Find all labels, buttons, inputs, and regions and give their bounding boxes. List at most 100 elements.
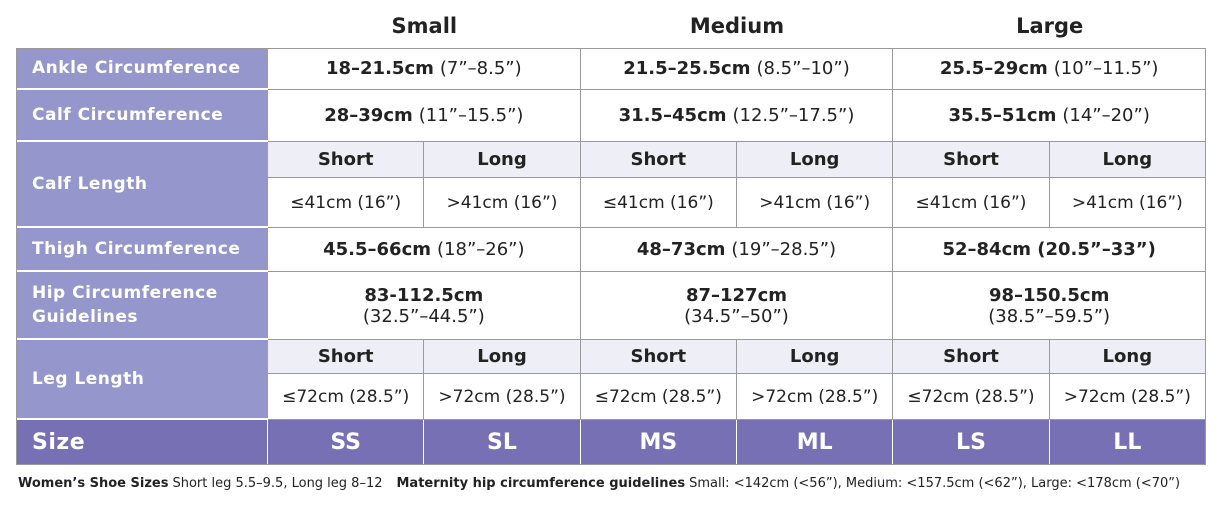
subheader-cell: Short: [268, 142, 425, 178]
value-cell: 83-112.5cm (32.5”–44.5”): [268, 272, 581, 340]
value-normal: (11”–15.5”): [418, 105, 524, 126]
subheader-cell: Short: [580, 142, 737, 178]
value-normal: (12.5”–17.5”): [732, 105, 855, 126]
footer-bold: Women’s Shoe Sizes: [18, 476, 169, 491]
subheader-text: Long: [789, 346, 840, 367]
value-bold: 98–150.5cm: [988, 284, 1110, 306]
value-text: >41cm (16”): [1071, 192, 1183, 213]
value-text: >41cm (16”): [446, 192, 558, 213]
footer-normal: Small: <142cm (<56”), Medium: <157.5cm (…: [689, 476, 1181, 491]
footer-bold: Maternity hip circumference guidelines: [396, 476, 686, 491]
value-cell: ≤41cm (16”): [580, 178, 737, 228]
value-bold: 52–84cm (20.5”–33”): [942, 239, 1156, 260]
value-normal: (8.5”–10”): [756, 58, 850, 79]
value-bold: 28–39cm: [324, 105, 413, 126]
value-text: >72cm (28.5”): [438, 386, 566, 407]
value-normal: (7”–8.5”): [439, 58, 522, 79]
value-cell: >41cm (16”): [737, 178, 894, 228]
value-normal: (10”–11.5”): [1053, 58, 1159, 79]
value-cell: 98–150.5cm (38.5”–59.5”): [893, 272, 1206, 340]
value-cell: ≤72cm (28.5”): [893, 374, 1050, 420]
value-text: >72cm (28.5”): [751, 386, 879, 407]
value-bold: 48–73cm: [636, 239, 726, 260]
size-group-title: Large: [1016, 14, 1084, 38]
value-normal: (19”–28.5”): [731, 239, 837, 260]
size-code: SL: [424, 420, 581, 465]
value-cell: 45.5–66cm (18”–26”): [268, 228, 581, 272]
value-cell: ≤41cm (16”): [893, 178, 1050, 228]
subheader-text: Long: [1102, 346, 1153, 367]
value-text: >41cm (16”): [759, 192, 871, 213]
value-cell: 31.5–45cm (12.5”–17.5”): [580, 90, 894, 142]
value-cell: 28–39cm (11”–15.5”): [268, 90, 581, 142]
value-cell: 25.5–29cm (10”–11.5”): [893, 48, 1206, 90]
size-group-title: Medium: [689, 14, 785, 38]
footer-normal: Short leg 5.5–9.5, Long leg 8–12: [172, 476, 383, 491]
subheader-text: Long: [477, 149, 527, 170]
value-text: ≤72cm (28.5”): [907, 386, 1035, 407]
value-text: ≤41cm (16”): [602, 192, 714, 213]
size-code-text: LL: [1113, 430, 1142, 455]
value-bold: 25.5–29cm: [939, 58, 1048, 79]
subheader-cell: Long: [737, 340, 894, 374]
row-label: Ankle Circumference: [16, 48, 268, 90]
value-cell: ≤72cm (28.5”): [268, 374, 425, 420]
size-code: ML: [737, 420, 894, 465]
subheader-cell: Long: [737, 142, 894, 178]
value-cell: 35.5–51cm (14”–20”): [893, 90, 1206, 142]
size-group-header: Medium: [581, 4, 894, 48]
value-bold: 87–127cm: [685, 284, 788, 306]
size-code-text: ML: [796, 430, 833, 455]
subheader-text: Short: [943, 346, 999, 367]
size-code: LL: [1049, 420, 1206, 465]
value-text: ≤72cm (28.5”): [282, 386, 410, 407]
subheader-cell: Long: [1049, 142, 1206, 178]
row-label: Calf Circumference: [16, 90, 268, 142]
subheader-cell: Long: [1049, 340, 1206, 374]
value-cell: ≤72cm (28.5”): [580, 374, 737, 420]
value-normal: (14”–20”): [1062, 105, 1150, 126]
subheader-cell: Short: [893, 340, 1050, 374]
subheader-text: Short: [317, 346, 374, 367]
size-label: Size: [16, 420, 268, 465]
value-bold: 21.5–25.5cm: [623, 58, 751, 79]
subheader-text: Short: [630, 346, 687, 367]
row-label: Hip Circumference Guidelines: [16, 272, 268, 340]
row-label: Calf Length: [16, 142, 268, 228]
value-cell: 52–84cm (20.5”–33”): [893, 228, 1206, 272]
row-label-text: Calf Length: [32, 174, 148, 194]
value-text: >72cm (28.5”): [1063, 386, 1191, 407]
value-bold: 45.5–66cm: [323, 239, 432, 260]
subheader-cell: Long: [424, 340, 581, 374]
value-cell: >72cm (28.5”): [737, 374, 894, 420]
subheader-cell: Short: [580, 340, 737, 374]
value-text: ≤41cm (16”): [290, 192, 402, 213]
subheader-text: Long: [789, 149, 840, 170]
row-label: Leg Length: [16, 340, 268, 420]
value-cell: 87–127cm (34.5”–50”): [580, 272, 894, 340]
value-cell: >72cm (28.5”): [1049, 374, 1206, 420]
value-bold: 83-112.5cm: [364, 284, 484, 306]
value-cell: >72cm (28.5”): [424, 374, 581, 420]
value-bold: 31.5–45cm: [618, 105, 727, 126]
row-label-text: Hip Circumference Guidelines: [32, 283, 218, 327]
value-cell: 18–21.5cm (7”–8.5”): [268, 48, 581, 90]
subheader-cell: Long: [424, 142, 581, 178]
subheader-cell: Short: [893, 142, 1050, 178]
size-code-text: SL: [487, 430, 517, 455]
subheader-text: Long: [477, 346, 527, 367]
value-normal: (32.5”–44.5”): [362, 305, 485, 327]
size-label-text: Size: [32, 429, 86, 455]
subheader-cell: Short: [268, 340, 425, 374]
footer-note: Women’s Shoe Sizes Short leg 5.5–9.5, Lon…: [18, 476, 1180, 491]
row-label-text: Calf Circumference: [32, 105, 224, 125]
value-cell: 21.5–25.5cm (8.5”–10”): [580, 48, 894, 90]
size-group-header: Small: [268, 4, 581, 48]
size-group-header: Large: [893, 4, 1206, 48]
value-text: ≤72cm (28.5”): [594, 386, 722, 407]
size-code: LS: [893, 420, 1050, 465]
row-label: Thigh Circumference: [16, 228, 268, 272]
value-bold: 18–21.5cm: [325, 58, 434, 79]
value-cell: 48–73cm (19”–28.5”): [580, 228, 894, 272]
